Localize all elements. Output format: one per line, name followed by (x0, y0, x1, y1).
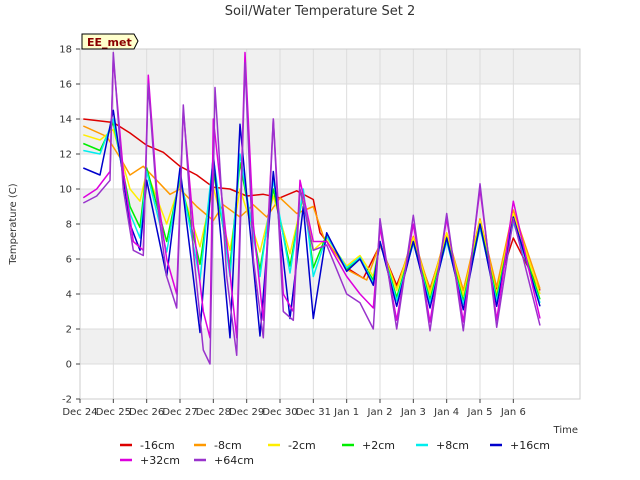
series-line-+64cm (82, 51, 541, 365)
x-tick-label: Dec 27 (162, 407, 197, 418)
legend-label: +2cm (362, 439, 395, 452)
y-tick-label: -2 (62, 395, 72, 406)
grid-band (80, 364, 580, 399)
x-tick-label: Dec 26 (129, 407, 164, 418)
grid-band (80, 119, 580, 154)
legend-label: +32cm (140, 454, 180, 467)
y-tick-label: 0 (66, 360, 72, 371)
grid-band (80, 84, 580, 119)
y-tick-label: 6 (66, 255, 72, 266)
grid-band (80, 329, 580, 364)
y-axis-label: Temperature (C) (8, 183, 19, 265)
legend-label: +64cm (214, 454, 254, 467)
x-tick-label: Jan 3 (400, 407, 426, 418)
y-tick-label: 18 (59, 45, 72, 56)
y-tick-label: 14 (59, 115, 72, 126)
x-tick-label: Dec 25 (96, 407, 131, 418)
y-tick-label: 12 (59, 150, 72, 161)
grid-band (80, 294, 580, 329)
legend-label: -16cm (140, 439, 175, 452)
grid-band (80, 189, 580, 224)
legend-label: -2cm (288, 439, 316, 452)
y-tick-label: 4 (66, 290, 72, 301)
legend-label: +8cm (436, 439, 469, 452)
y-tick-label: 8 (66, 220, 72, 231)
y-tick-label: 10 (59, 185, 72, 196)
legend: -16cm -8cm -2cm +2cm +8cm +16cm +32cm +64cm (120, 439, 550, 467)
series-line-+8cm (83, 118, 541, 306)
legend-label: -8cm (214, 439, 242, 452)
y-axis-ticks: -2 0 2 4 6 8 10 12 14 16 18 (59, 45, 80, 406)
x-tick-label: Dec 31 (296, 407, 331, 418)
chart-title: Soil/Water Temperature Set 2 (225, 4, 416, 19)
legend-label: +16cm (510, 439, 550, 452)
x-tick-label: Jan 5 (467, 407, 493, 418)
x-tick-label: Dec 30 (262, 407, 297, 418)
site-label: EE_met (87, 36, 132, 49)
grid-band (80, 49, 580, 84)
x-tick-label: Dec 29 (229, 407, 264, 418)
x-tick-label: Jan 6 (500, 407, 526, 418)
grid-band (80, 154, 580, 189)
x-axis-label: Time (553, 425, 578, 436)
y-tick-label: 16 (59, 80, 72, 91)
x-tick-label: Jan 1 (333, 407, 359, 418)
y-tick-label: 2 (66, 325, 72, 336)
x-tick-label: Jan 2 (367, 407, 393, 418)
x-tick-label: Jan 4 (433, 407, 459, 418)
x-tick-label: Dec 28 (196, 407, 231, 418)
series-layer (82, 51, 541, 365)
x-tick-label: Dec 24 (62, 407, 97, 418)
site-label-box: EE_met (81, 33, 139, 50)
